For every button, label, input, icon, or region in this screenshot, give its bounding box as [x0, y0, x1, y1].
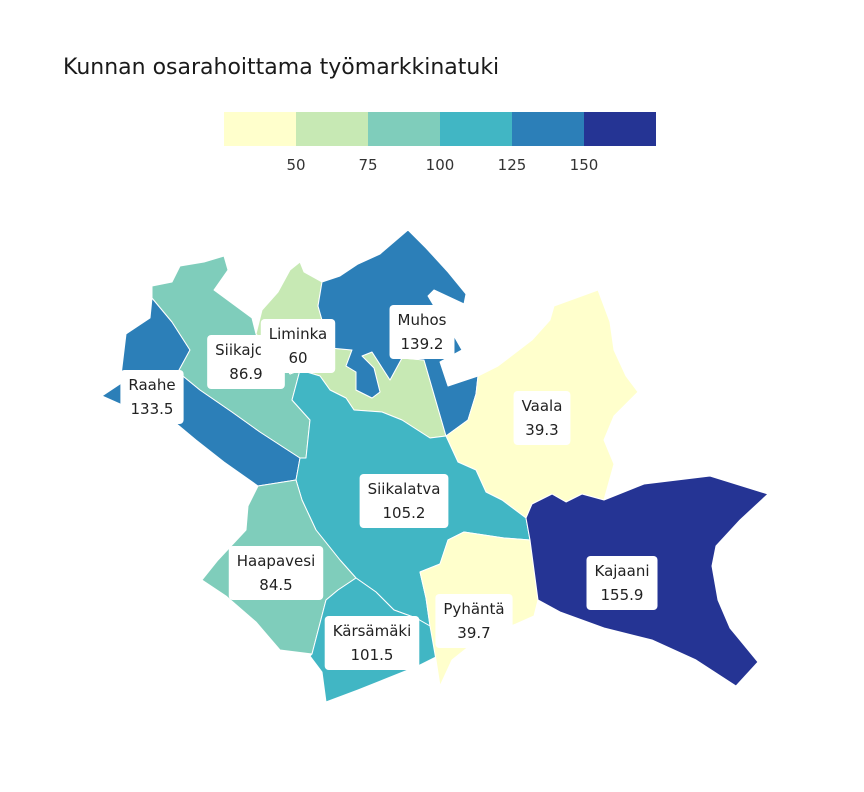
- region-label-box: [120, 370, 184, 424]
- region-name-label: Pyhäntä: [443, 600, 504, 618]
- region-label-box: [389, 305, 455, 359]
- legend-swatch: [584, 112, 656, 146]
- region-label-liminka: Liminka 60: [260, 319, 336, 373]
- region-value-label: 86.9: [229, 365, 262, 383]
- region-name-label: Liminka: [269, 325, 327, 343]
- legend-swatch: [368, 112, 440, 146]
- region-name-label: Muhos: [398, 311, 447, 329]
- legend-tick-label: 150: [570, 156, 599, 174]
- region-name-label: Raahe: [128, 376, 175, 394]
- region-name-label: Siikalatva: [368, 480, 441, 498]
- region-name-label: Kajaani: [595, 562, 650, 580]
- legend-swatch: [224, 112, 296, 146]
- region-value-label: 60: [288, 349, 307, 367]
- legend-swatch: [440, 112, 512, 146]
- region-label-box: [513, 391, 571, 445]
- chart-title: Kunnan osarahoittama työmarkkinatuki: [63, 55, 500, 80]
- region-value-label: 105.2: [383, 504, 426, 522]
- region-label-kajaani: Kajaani 155.9: [586, 556, 658, 610]
- region-label-box: [324, 616, 420, 670]
- region-name-label: Vaala: [522, 397, 563, 415]
- region-label-box: [359, 474, 449, 528]
- region-name-label: Haapavesi: [237, 552, 315, 570]
- legend-tick-label: 50: [286, 156, 305, 174]
- region-label-siikalatva: Siikalatva 105.2: [359, 474, 449, 528]
- region-label-karsamaki: Kärsämäki 101.5: [324, 616, 420, 670]
- region-value-label: 155.9: [601, 586, 644, 604]
- legend-swatch: [296, 112, 368, 146]
- legend-tick-label: 125: [498, 156, 527, 174]
- map-regions: [101, 229, 769, 703]
- region-label-haapavesi: Haapavesi 84.5: [228, 546, 324, 600]
- region-label-raahe: Raahe 133.5: [120, 370, 184, 424]
- region-label-pyhanta: Pyhäntä 39.7: [435, 594, 513, 648]
- region-label-box: [260, 319, 336, 373]
- map-labels: Raahe133.5Siikajoki86.9Liminka60Muhos139…: [120, 305, 658, 670]
- region-label-box: [228, 546, 324, 600]
- legend-tick-label: 100: [426, 156, 455, 174]
- region-value-label: 139.2: [401, 335, 444, 353]
- region-label-muhos: Muhos 139.2: [389, 305, 455, 359]
- legend-swatch: [512, 112, 584, 146]
- region-value-label: 101.5: [351, 646, 394, 664]
- color-legend: 50 75 100 125 150: [224, 112, 656, 174]
- region-value-label: 133.5: [131, 400, 174, 418]
- region-value-label: 39.7: [457, 624, 490, 642]
- region-label-box: [435, 594, 513, 648]
- region-name-label: Kärsämäki: [333, 622, 412, 640]
- region-value-label: 84.5: [259, 576, 292, 594]
- region-label-vaala: Vaala 39.3: [513, 391, 571, 445]
- region-label-box: [586, 556, 658, 610]
- region-value-label: 39.3: [525, 421, 558, 439]
- legend-tick-label: 75: [358, 156, 377, 174]
